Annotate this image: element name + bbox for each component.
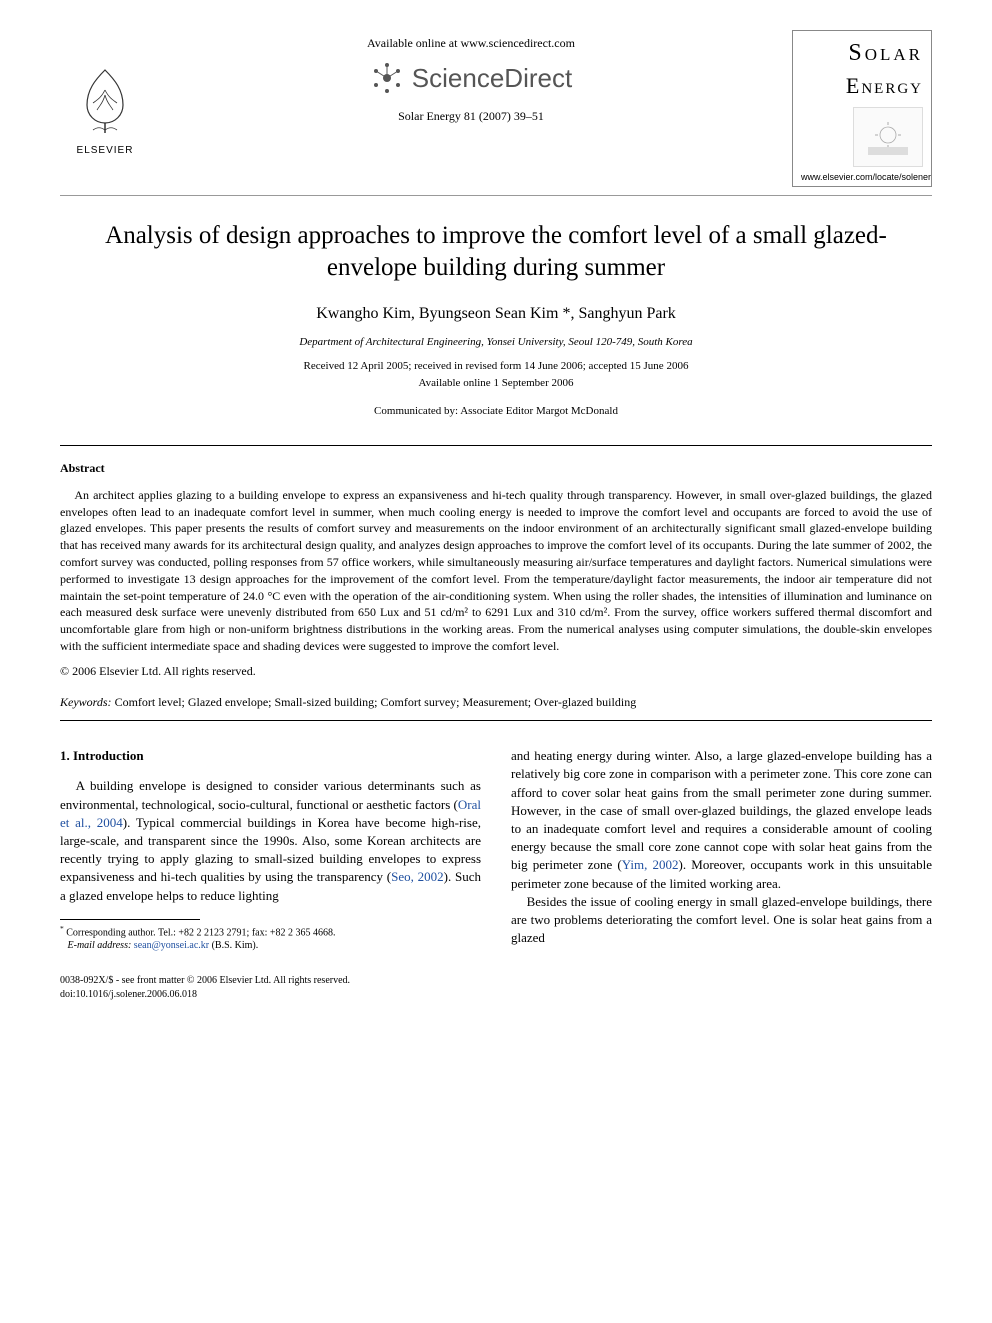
intro-para-left: A building envelope is designed to consi… (60, 777, 481, 904)
footnote-corr: Corresponding author. Tel.: +82 2 2123 2… (66, 927, 335, 938)
body-columns: 1. Introduction A building envelope is d… (60, 747, 932, 952)
footnote-separator (60, 919, 200, 920)
intro-right-1a: and heating energy during winter. Also, … (511, 748, 932, 872)
journal-url: www.elsevier.com/locate/solener (801, 171, 923, 184)
header-rule (60, 195, 932, 196)
header-center: Available online at www.sciencedirect.co… (150, 30, 792, 125)
abstract-text: An architect applies glazing to a buildi… (60, 487, 932, 655)
journal-reference: Solar Energy 81 (2007) 39–51 (150, 108, 792, 125)
footer-left: 0038-092X/$ - see front matter © 2006 El… (60, 974, 350, 1002)
available-online-text: Available online at www.sciencedirect.co… (150, 35, 792, 52)
footnote-email[interactable]: sean@yonsei.ac.kr (134, 940, 209, 951)
keywords-label: Keywords: (60, 695, 112, 709)
journal-logo-block: Solar Energy www.elsevier.com/locate/sol… (792, 30, 932, 187)
keywords-text: Comfort level; Glazed envelope; Small-si… (112, 695, 637, 709)
sciencedirect-row: ScienceDirect (150, 60, 792, 96)
section-1-heading: 1. Introduction (60, 747, 481, 765)
elsevier-label: ELSEVIER (60, 144, 150, 158)
abstract-top-rule (60, 445, 932, 446)
keywords-line: Keywords: Comfort level; Glazed envelope… (60, 694, 932, 711)
footnote-email-label: E-mail address: (68, 940, 132, 951)
left-column: 1. Introduction A building envelope is d… (60, 747, 481, 952)
intro-para-right-2: Besides the issue of cooling energy in s… (511, 893, 932, 948)
corresponding-author-footnote: * Corresponding author. Tel.: +82 2 2123… (60, 924, 481, 952)
abstract-bottom-rule (60, 720, 932, 721)
abstract-heading: Abstract (60, 460, 932, 477)
journal-cover-thumb (853, 107, 923, 167)
communicated-by: Communicated by: Associate Editor Margot… (60, 404, 932, 419)
sciencedirect-icon (370, 61, 404, 95)
citation-yim-2002[interactable]: Yim, 2002 (622, 857, 679, 872)
footer-front-matter: 0038-092X/$ - see front matter © 2006 El… (60, 974, 350, 988)
page-footer: 0038-092X/$ - see front matter © 2006 El… (60, 974, 932, 1002)
journal-name-line2: Energy (801, 71, 923, 102)
intro-para-right-1: and heating energy during winter. Also, … (511, 747, 932, 893)
footnote-email-suffix: (B.S. Kim). (209, 940, 258, 951)
authors: Kwangho Kim, Byungseon Sean Kim *, Sangh… (60, 303, 932, 325)
journal-name-line1: Solar (801, 37, 923, 71)
page-header: ELSEVIER Available online at www.science… (60, 30, 932, 187)
affiliation: Department of Architectural Engineering,… (60, 335, 932, 350)
copyright-line: © 2006 Elsevier Ltd. All rights reserved… (60, 663, 932, 680)
right-column: and heating energy during winter. Also, … (511, 747, 932, 952)
intro-text-1: A building envelope is designed to consi… (60, 778, 481, 811)
citation-seo-2002[interactable]: Seo, 2002 (391, 869, 444, 884)
elsevier-logo-block: ELSEVIER (60, 30, 150, 158)
article-title: Analysis of design approaches to improve… (100, 220, 892, 285)
sciencedirect-text: ScienceDirect (412, 60, 572, 96)
available-online-date: Available online 1 September 2006 (60, 376, 932, 391)
footer-doi: doi:10.1016/j.solener.2006.06.018 (60, 988, 350, 1002)
history-dates: Received 12 April 2005; received in revi… (60, 359, 932, 374)
elsevier-tree-icon (75, 65, 135, 135)
